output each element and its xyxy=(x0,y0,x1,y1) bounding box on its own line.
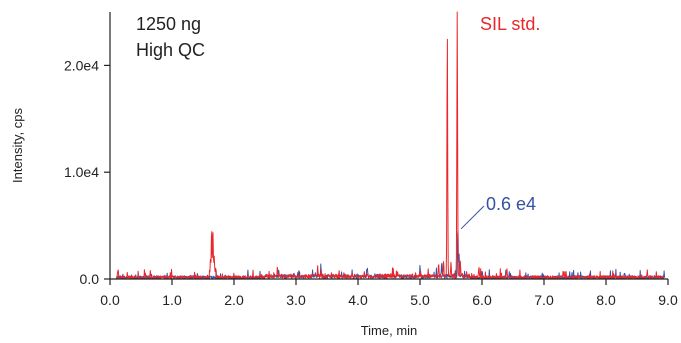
x-tick-label: 7.0 xyxy=(534,292,554,308)
x-tick-label: 9.0 xyxy=(658,292,678,308)
sil-std-annotation: SIL std. xyxy=(480,14,540,34)
y-tick-label: 2.0e4 xyxy=(64,57,99,73)
x-tick-label: 5.0 xyxy=(410,292,430,308)
x-tick-label: 4.0 xyxy=(348,292,368,308)
x-tick-label: 2.0 xyxy=(224,292,244,308)
chart-axes xyxy=(109,12,668,280)
sample-qc-annotation: High QC xyxy=(136,40,205,60)
y-tick-label: 0.0 xyxy=(80,271,100,287)
y-tick-label: 1.0e4 xyxy=(64,164,99,180)
sil-std-trace-red xyxy=(115,11,666,280)
analyte-peak-leader-line xyxy=(460,205,485,230)
chromatogram-traces xyxy=(115,11,666,280)
x-axis-label: Time, min xyxy=(361,323,418,338)
y-axis-ticks: 0.0 1.0e4 2.0e4 xyxy=(64,57,110,287)
sample-amount-annotation: 1250 ng xyxy=(136,14,201,34)
y-axis-label: Intensity, cps xyxy=(10,108,25,183)
analyte-trace-blue xyxy=(115,230,666,280)
x-tick-label: 6.0 xyxy=(472,292,492,308)
x-tick-label: 0.0 xyxy=(100,292,120,308)
analyte-peak-annotation: 0.6 e4 xyxy=(486,194,536,214)
x-tick-label: 3.0 xyxy=(286,292,306,308)
x-tick-label: 8.0 xyxy=(596,292,616,308)
x-tick-label: 1.0 xyxy=(162,292,182,308)
x-axis-ticks: 0.0 1.0 2.0 3.0 4.0 5.0 6.0 7.0 8.0 9.0 xyxy=(100,279,678,308)
